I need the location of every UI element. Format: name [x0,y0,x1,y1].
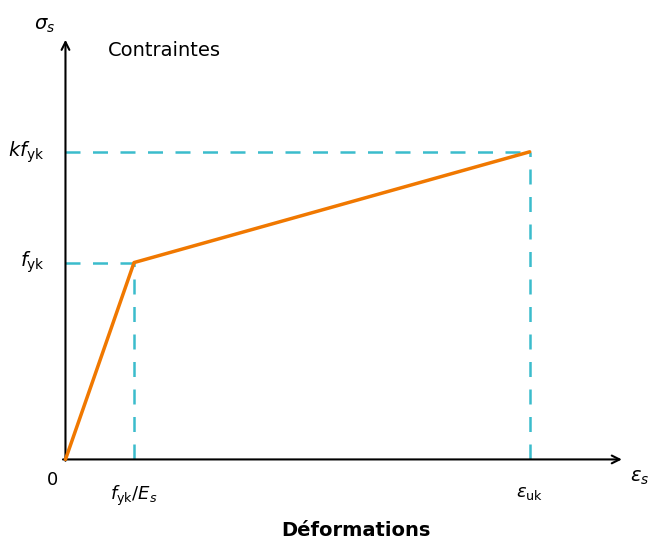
Text: $\sigma_s$: $\sigma_s$ [34,16,55,35]
Text: $f_{\rm yk}$: $f_{\rm yk}$ [19,250,44,275]
Text: $kf_{\rm yk}$: $kf_{\rm yk}$ [8,139,44,165]
Text: Déformations: Déformations [281,521,430,540]
Text: $f_{\rm yk}/E_s$: $f_{\rm yk}/E_s$ [111,484,158,508]
Text: $\varepsilon_{\rm uk}$: $\varepsilon_{\rm uk}$ [516,484,544,502]
Text: Contraintes: Contraintes [107,41,221,60]
Text: $\varepsilon_s$: $\varepsilon_s$ [630,468,650,487]
Text: 0: 0 [47,471,58,489]
